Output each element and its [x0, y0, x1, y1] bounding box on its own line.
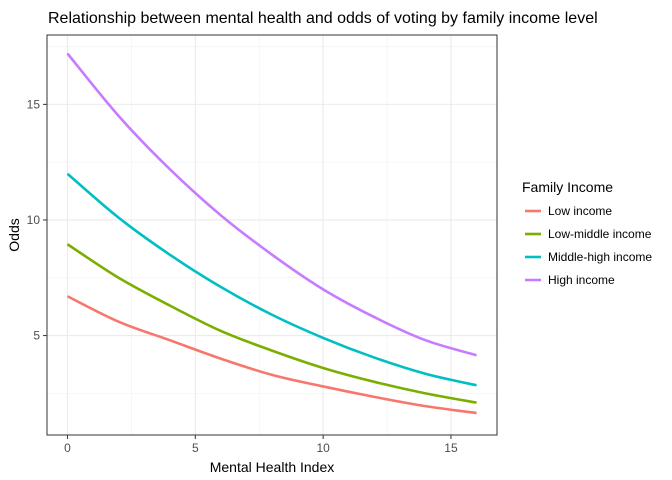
series-line-4 [66, 52, 477, 357]
x-tick-label: 15 [444, 441, 458, 455]
x-tick-label: 5 [192, 441, 199, 455]
panel-background [47, 35, 497, 435]
series-line-1 [66, 295, 477, 415]
plot-panel [46, 34, 498, 436]
grid-minor [47, 35, 497, 435]
series-line-2 [66, 243, 477, 404]
x-axis-title: Mental Health Index [210, 459, 335, 475]
series-lines [66, 52, 477, 415]
series-line-3 [66, 172, 477, 387]
chart-title: Relationship between mental health and o… [48, 10, 598, 27]
legend: Family Income Low income Low-middle incom… [522, 179, 652, 287]
x-tick-label: 10 [316, 441, 330, 455]
legend-label-4: High income [548, 273, 615, 287]
legend-label-2: Low-middle income [548, 227, 652, 241]
panel-border [46, 34, 498, 436]
x-axis: 0 5 10 15 [64, 435, 458, 455]
y-tick-label: 5 [33, 329, 40, 343]
x-tick-label: 0 [64, 441, 71, 455]
y-tick-label: 10 [27, 213, 41, 227]
legend-items: Low income Low-middle income Middle-high i… [525, 204, 652, 287]
y-axis: 5 10 15 [27, 97, 47, 343]
y-tick-label: 15 [27, 97, 41, 111]
legend-label-1: Low income [548, 204, 612, 218]
y-axis-title: Odds [6, 218, 22, 251]
legend-title: Family Income [522, 179, 613, 195]
legend-label-3: Middle-high income [548, 250, 652, 264]
